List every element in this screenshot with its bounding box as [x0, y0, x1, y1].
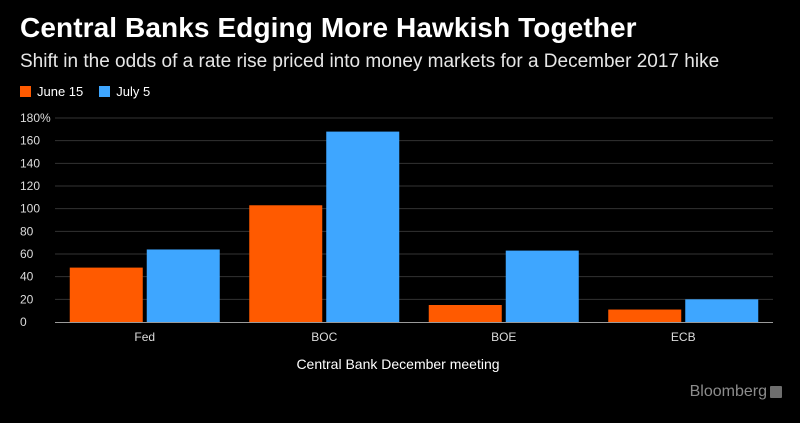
legend-item-july-5: July 5 [99, 84, 150, 99]
x-axis-label: Central Bank December meeting [296, 356, 499, 372]
bar-fed-june-15 [69, 267, 143, 322]
bar-ecb-june-15 [608, 309, 682, 322]
y-tick-label-160: 160 [20, 134, 40, 148]
bloomberg-logo: Bloomberg [690, 383, 782, 401]
bar-boe-july-5 [505, 250, 579, 322]
legend: June 15 July 5 [20, 84, 166, 99]
legend-label-june-15: June 15 [37, 84, 84, 99]
legend-swatch-june-15 [20, 86, 31, 97]
legend-label-july-5: July 5 [116, 84, 151, 99]
x-tick-label-boe: BOE [491, 330, 516, 344]
legend-item-june-15: June 15 [20, 84, 83, 99]
y-tick-label-20: 20 [20, 292, 34, 306]
bar-boc-june-15 [249, 205, 323, 322]
y-tick-label-60: 60 [20, 247, 34, 261]
y-tick-label-180: 180% [20, 111, 51, 125]
bar-ecb-july-5 [685, 299, 759, 322]
x-tick-label-ecb: ECB [671, 330, 696, 344]
y-tick-label-0: 0 [20, 315, 27, 329]
y-tick-label-120: 120 [20, 179, 40, 193]
y-tick-label-40: 40 [20, 270, 34, 284]
bar-boe-june-15 [428, 305, 502, 322]
bar-fed-july-5 [146, 249, 220, 322]
brand-name: Bloomberg [689, 383, 767, 400]
y-tick-label-100: 100 [20, 202, 40, 216]
chart-title: Central Banks Edging More Hawkish Togeth… [20, 12, 637, 43]
bar-boc-july-5 [326, 131, 400, 322]
y-tick-label-140: 140 [20, 156, 40, 170]
legend-swatch-july-5 [99, 86, 111, 97]
bloomberg-mark-icon [770, 386, 782, 398]
x-tick-label-boc: BOC [311, 330, 337, 344]
chart-subtitle: Shift in the odds of a rate rise priced … [20, 51, 720, 72]
x-tick-label-fed: Fed [134, 330, 155, 344]
y-tick-label-80: 80 [20, 224, 34, 238]
